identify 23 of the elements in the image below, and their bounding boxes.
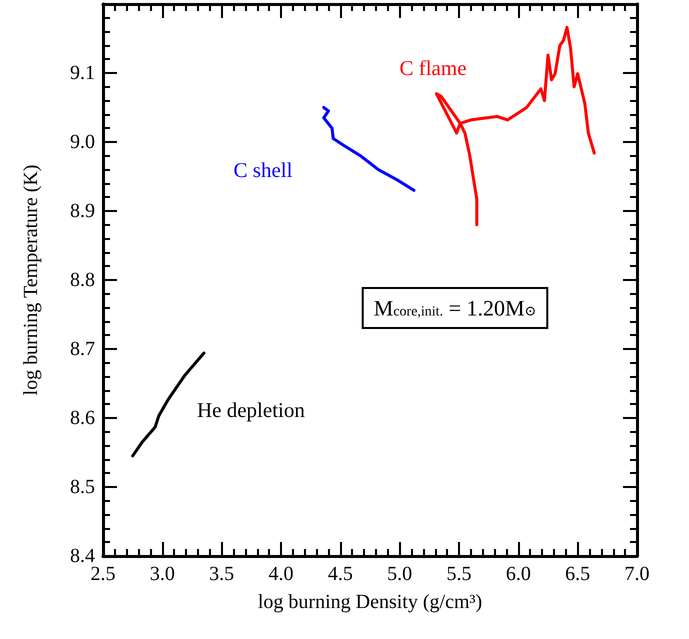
series-label: He depletion [197, 398, 306, 422]
x-tick-label: 3.0 [150, 563, 175, 585]
y-tick-label: 8.8 [70, 269, 95, 291]
x-tick-label: 6.5 [565, 563, 590, 585]
annotation: Mcore,init. = 1.20M⊙ [374, 296, 536, 320]
y-tick-label: 8.7 [70, 338, 95, 360]
x-tick-label: 4.0 [268, 563, 294, 585]
y-tick-label: 8.9 [70, 200, 95, 222]
y-tick-label: 9.0 [70, 131, 95, 153]
text: C shell [234, 158, 293, 182]
x-tick-label: 4.5 [328, 563, 353, 585]
x-axis-title: log burning Density (g/cm³) [258, 591, 482, 613]
y-tick-label: 9.1 [70, 62, 95, 84]
x-tick-label: 5.0 [387, 563, 412, 585]
x-tick-label: 3.5 [209, 563, 234, 585]
x-tick-label: 5.5 [446, 563, 472, 585]
y-tick-label: 8.6 [70, 407, 95, 429]
series-label: C flame [399, 56, 467, 80]
y-tick-label: 8.5 [70, 476, 95, 498]
y-axis-title: log burning Temperature (K) [20, 164, 42, 396]
x-tick-label: 7.0 [624, 563, 650, 585]
line-series [322, 106, 416, 192]
x-tick-label: 6.0 [506, 563, 531, 585]
